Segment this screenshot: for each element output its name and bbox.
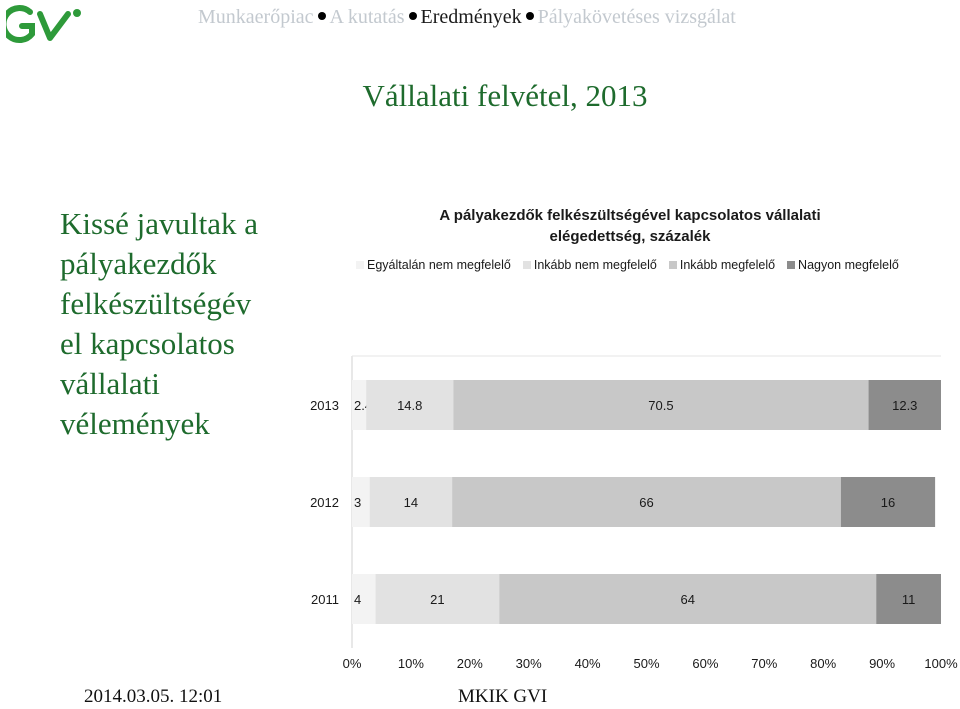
data-label: 3 xyxy=(354,495,361,510)
x-tick-label: 100% xyxy=(924,656,958,671)
bar-segment xyxy=(868,380,941,430)
x-tick-label: 90% xyxy=(869,656,895,671)
legend-entry: Egyáltalán nem megfelelő xyxy=(356,258,511,272)
top-navigation: Munkaerőpiac A kutatás Eredmények Pályaköve… xyxy=(198,6,736,29)
side-text-line: el kapcsolatos xyxy=(60,326,235,361)
x-tick-label: 20% xyxy=(457,656,483,671)
data-label: 4 xyxy=(354,592,361,607)
footer-date: 2014.03.05. 12:01 xyxy=(84,686,223,707)
legend-entry: Inkább megfelelő xyxy=(668,258,776,272)
nav-item[interactable]: Pályakövetéses vizsgálat xyxy=(537,6,736,28)
category-label: 2012 xyxy=(310,495,339,510)
legend-label: Inkább nem megfelelő xyxy=(533,258,657,272)
x-tick-label: 80% xyxy=(810,656,836,671)
data-label: 64 xyxy=(680,592,694,607)
nav-separator-dot-icon xyxy=(317,12,326,20)
data-label: 11 xyxy=(902,592,916,607)
category-label: 2013 xyxy=(310,398,339,413)
bar-segment xyxy=(453,380,869,430)
x-tick-label: 0% xyxy=(343,656,362,671)
chart-title: A pályakezdők felkészültségével kapcsola… xyxy=(380,205,880,247)
nav-item[interactable]: Munkaerőpiac xyxy=(198,6,314,28)
legend-swatch-icon xyxy=(356,261,364,269)
bar-segment xyxy=(352,380,367,430)
x-tick-label: 40% xyxy=(575,656,601,671)
side-text: Kissé javultak a pályakezdők felkészültség… xyxy=(60,204,300,444)
legend-swatch-icon xyxy=(668,261,677,269)
x-tick-label: 60% xyxy=(692,656,718,671)
slide-title: Vállalati felvétel, 2013 xyxy=(362,78,648,113)
bar-segment xyxy=(840,477,936,527)
data-label: 12.3 xyxy=(892,398,917,413)
bar-segment xyxy=(499,574,877,624)
data-label: 14 xyxy=(404,495,418,510)
nav-item[interactable]: A kutatás xyxy=(329,6,405,28)
data-label: 16 xyxy=(881,495,895,510)
bar-segment xyxy=(375,574,500,624)
data-label: 21 xyxy=(430,592,444,607)
bar-segment xyxy=(452,477,841,527)
bar-segment xyxy=(876,574,941,624)
gvi-logo-icon xyxy=(6,5,81,44)
nav-separator-dot-icon xyxy=(408,12,417,20)
footer-org: MKIK GVI xyxy=(458,686,548,707)
data-label: 14.8 xyxy=(397,398,422,413)
side-text-line: pályakezdők xyxy=(60,246,217,281)
legend-label: Nagyon megfelelő xyxy=(798,258,899,272)
chart-title-line-2: elégedettség, százalék xyxy=(549,228,711,245)
side-text-line: vélemények xyxy=(60,406,210,441)
x-tick-label: 30% xyxy=(516,656,542,671)
x-tick-label: 50% xyxy=(633,656,659,671)
data-label: 70.5 xyxy=(648,398,673,413)
legend-label: Inkább megfelelő xyxy=(679,258,776,272)
legend-swatch-icon xyxy=(522,261,531,269)
chart-legend: Egyáltalán nem megfelelő Inkább nem megfe… xyxy=(356,258,911,272)
side-text-line: vállalati xyxy=(60,366,160,401)
bar-segment xyxy=(352,574,376,624)
bar-segment xyxy=(366,380,454,430)
side-text-line: Kissé javultak a xyxy=(60,206,259,241)
legend-entry: Inkább nem megfelelő xyxy=(522,258,657,272)
legend-swatch-icon xyxy=(787,261,796,269)
category-label: 2011 xyxy=(311,592,339,607)
legend-entry: Nagyon megfelelő xyxy=(787,258,899,272)
nav-item[interactable]: Eredmények xyxy=(420,6,522,28)
bar-segment xyxy=(352,477,370,527)
legend-label: Egyáltalán nem megfelelő xyxy=(367,258,511,272)
chart-title-line-1: A pályakezdők felkészültségével kapcsola… xyxy=(439,207,821,224)
x-tick-label: 70% xyxy=(751,656,777,671)
nav-separator-dot-icon xyxy=(525,12,534,20)
bar-segment xyxy=(369,477,453,527)
side-text-line: felkészültségév xyxy=(60,286,252,321)
x-tick-label: 10% xyxy=(398,656,424,671)
data-label: 66 xyxy=(639,495,653,510)
